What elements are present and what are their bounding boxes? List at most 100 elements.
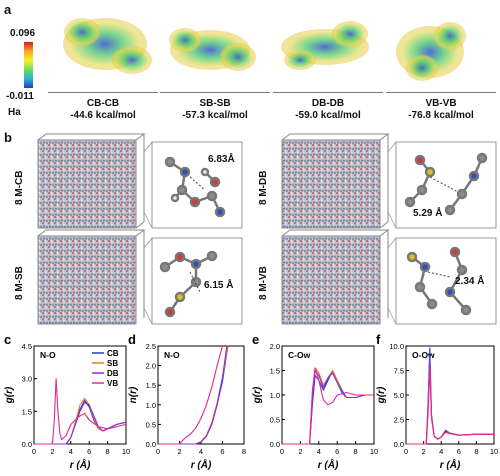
- divider-sb: [160, 92, 270, 93]
- esp-surfaces: [63, 18, 466, 81]
- esp-surface-sb: [169, 28, 256, 71]
- chart-f-ytick-label: 2.5: [394, 416, 404, 425]
- panel-a-label: a: [4, 2, 12, 17]
- chart-c-legend-label: DB: [107, 369, 119, 378]
- chart-e-series-vb: [282, 367, 374, 445]
- distance-label-cb: 6.83Å: [208, 154, 235, 165]
- pair-name-cb: CB-CB: [86, 98, 120, 109]
- chart-e-series-cb: [282, 369, 374, 445]
- pair-name-sb: SB-SB: [199, 98, 231, 109]
- zoom-lines: [143, 141, 397, 325]
- rdf-charts: c 0.0 1.5 3.0 4.5 0 2 4 6 8 10 r (Å) g(r) N-O CBSBDBVB…: [4, 332, 498, 471]
- chart-d-ytick-label: 0.5: [146, 420, 156, 429]
- chart-d-xtick-label: 6: [220, 447, 224, 456]
- chart-d-ytick-label: 2.5: [146, 342, 156, 351]
- chart-d-frame: [157, 345, 245, 445]
- chart-c-xtick-label: 2: [50, 447, 54, 456]
- chart-d-series-cb: [158, 345, 229, 445]
- box-label-cb: 8 M-CB: [14, 170, 25, 205]
- chart-e-ytick-label: 1.0: [270, 391, 280, 400]
- chart-c-ytick-label: 0.0: [22, 440, 32, 449]
- molecule-vb: [406, 246, 472, 316]
- chart-d-series-sb: [158, 345, 229, 445]
- pair-energy-db: -59.0 kcal/mol: [295, 110, 361, 121]
- chart-f-series-sb: [406, 360, 494, 445]
- chart-e-xtick-label: 2: [298, 447, 302, 456]
- chart-e-xlabel: r (Å): [318, 458, 339, 471]
- chart-e-ytick-label: 0.0: [270, 440, 280, 449]
- zoom-box-cb: [151, 141, 243, 229]
- distance-lines: [189, 176, 459, 293]
- chart-f-annotation: O-Ow: [412, 350, 435, 360]
- divider-vb: [386, 92, 496, 93]
- chart-f-ytick-label: 0.0: [394, 440, 404, 449]
- chart-c-frame: [33, 345, 127, 445]
- molecule-sb: [159, 250, 218, 318]
- chart-d-ytick-label: 2.0: [146, 362, 156, 371]
- sim-box-vb: [281, 229, 390, 325]
- divider-db: [273, 92, 383, 93]
- esp-surface-vb: [396, 22, 466, 81]
- chart-c-legend-label: SB: [107, 359, 118, 368]
- chart-c-ylabel: g(r): [4, 386, 15, 404]
- divider-cb: [48, 92, 158, 93]
- chart-f-xtick-label: 10: [490, 447, 498, 456]
- scale-min-value: -0.011: [6, 91, 34, 102]
- chart-e-ytick-label: 1.5: [270, 367, 280, 376]
- panel-d-label: d: [128, 332, 136, 347]
- chart-c-legend-label: CB: [107, 349, 119, 358]
- distance-label-db: 5.29 Å: [413, 208, 443, 219]
- chart-e-xtick-label: 0: [280, 447, 284, 456]
- box-label-vb: 8 M-VB: [258, 266, 269, 300]
- chart-d-xtick-label: 4: [199, 447, 203, 456]
- chart-f-series-db: [406, 357, 494, 445]
- box-label-sb: 8 M-SB: [14, 266, 25, 300]
- chart-c-xtick-label: 4: [69, 447, 73, 456]
- chart-d-ytick-label: 0.0: [146, 440, 156, 449]
- chart-c-ytick-label: 4.5: [22, 342, 32, 351]
- chart-e-xtick-label: 4: [317, 447, 321, 456]
- chart-e-xtick-label: 10: [370, 447, 378, 456]
- chart-f-xtick-label: 6: [457, 447, 461, 456]
- esp-surface-db: [281, 21, 369, 70]
- chart-f-xlabel: r (Å): [440, 458, 461, 471]
- chart-c-xtick-label: 6: [87, 447, 91, 456]
- panel-b-label: b: [4, 130, 12, 145]
- chart-f-ytick-label: 5.0: [394, 391, 404, 400]
- box-label-db: 8 M-DB: [258, 170, 269, 205]
- chart-d-series-vb: [158, 345, 224, 445]
- chart-d-ytick-label: 1.0: [146, 401, 156, 410]
- sim-box-cb: [37, 133, 146, 229]
- molecule-cb: [164, 156, 226, 218]
- md-simulation-boxes: [37, 133, 497, 325]
- chart-d-xlabel: r (Å): [191, 458, 212, 471]
- chart-f-frame: [405, 345, 495, 445]
- pair-name-db: DB-DB: [311, 98, 345, 109]
- chart-c-xtick-label: 8: [106, 447, 110, 456]
- chart-d-xtick-label: 2: [177, 447, 181, 456]
- sim-box-sb: [37, 229, 146, 325]
- chart-d-series-db: [158, 345, 228, 445]
- chart-f-series-cb: [406, 347, 494, 445]
- chart-e-ytick-label: 0.5: [270, 416, 280, 425]
- chart-c-series-vb: [34, 378, 127, 445]
- chart-c-ytick-label: 3.0: [22, 375, 32, 384]
- color-scale-bar: [24, 42, 33, 88]
- scale-unit: Ha: [8, 107, 21, 118]
- molecule-db: [404, 152, 488, 216]
- chart-f-ylabel: g(r): [376, 386, 387, 404]
- chart-d-annotation: N-O: [164, 350, 180, 360]
- chart-e-annotation: C-Ow: [288, 350, 311, 360]
- chart-d-xtick-label: 0: [156, 447, 160, 456]
- chart-c-legend-label: VB: [107, 379, 118, 388]
- distance-label-sb: 6.15 Å: [204, 280, 234, 291]
- chart-e-ylabel: g(r): [252, 386, 263, 404]
- panel-f-label: f: [376, 332, 381, 347]
- pair-energy-sb: -57.3 kcal/mol: [182, 110, 248, 121]
- chart-f-xtick-label: 8: [474, 447, 478, 456]
- chart-c-ytick-label: 1.5: [22, 407, 32, 416]
- chart-c-series-sb: [34, 397, 127, 445]
- pair-energy-cb: -44.6 kcal/mol: [70, 110, 136, 121]
- pair-name-vb: VB-VB: [425, 98, 457, 109]
- distance-label-vb: 2.34 Å: [455, 276, 485, 287]
